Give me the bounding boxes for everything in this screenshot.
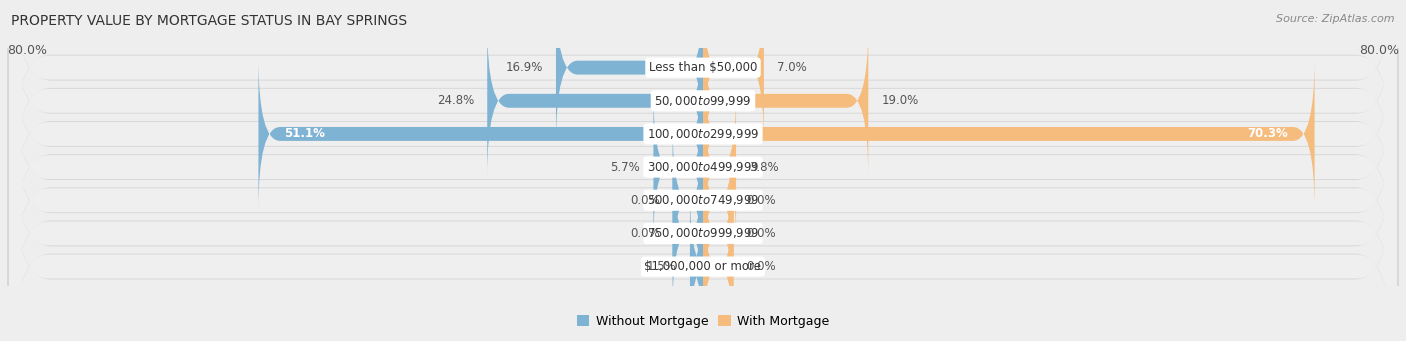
FancyBboxPatch shape <box>703 191 734 341</box>
FancyBboxPatch shape <box>8 63 1398 338</box>
Text: 70.3%: 70.3% <box>1247 128 1288 140</box>
Text: $500,000 to $749,999: $500,000 to $749,999 <box>647 193 759 207</box>
Text: 16.9%: 16.9% <box>506 61 543 74</box>
FancyBboxPatch shape <box>703 91 737 243</box>
FancyBboxPatch shape <box>703 25 869 177</box>
Text: PROPERTY VALUE BY MORTGAGE STATUS IN BAY SPRINGS: PROPERTY VALUE BY MORTGAGE STATUS IN BAY… <box>11 14 408 28</box>
FancyBboxPatch shape <box>703 158 734 309</box>
Text: $100,000 to $299,999: $100,000 to $299,999 <box>647 127 759 141</box>
Text: 24.8%: 24.8% <box>437 94 474 107</box>
Text: 0.0%: 0.0% <box>630 227 659 240</box>
Text: $300,000 to $499,999: $300,000 to $499,999 <box>647 160 759 174</box>
Text: 7.0%: 7.0% <box>778 61 807 74</box>
FancyBboxPatch shape <box>8 96 1398 341</box>
Text: 0.0%: 0.0% <box>747 227 776 240</box>
Text: 1.5%: 1.5% <box>647 260 676 273</box>
FancyBboxPatch shape <box>488 25 703 177</box>
Text: Source: ZipAtlas.com: Source: ZipAtlas.com <box>1277 14 1395 24</box>
FancyBboxPatch shape <box>7 80 1399 341</box>
FancyBboxPatch shape <box>7 0 1399 287</box>
Text: 0.0%: 0.0% <box>747 194 776 207</box>
FancyBboxPatch shape <box>672 124 703 276</box>
Legend: Without Mortgage, With Mortgage: Without Mortgage, With Mortgage <box>572 310 834 333</box>
FancyBboxPatch shape <box>555 0 703 144</box>
Text: $50,000 to $99,999: $50,000 to $99,999 <box>654 94 752 108</box>
FancyBboxPatch shape <box>7 14 1399 320</box>
FancyBboxPatch shape <box>8 0 1398 205</box>
FancyBboxPatch shape <box>8 0 1398 271</box>
FancyBboxPatch shape <box>7 114 1399 341</box>
Text: 51.1%: 51.1% <box>284 128 325 140</box>
FancyBboxPatch shape <box>703 58 1315 210</box>
FancyBboxPatch shape <box>8 30 1398 304</box>
Text: $750,000 to $999,999: $750,000 to $999,999 <box>647 226 759 240</box>
Text: 0.0%: 0.0% <box>747 260 776 273</box>
FancyBboxPatch shape <box>8 0 1398 238</box>
Text: 80.0%: 80.0% <box>1360 44 1399 57</box>
FancyBboxPatch shape <box>672 158 703 309</box>
Text: 3.8%: 3.8% <box>749 161 779 174</box>
Text: 5.7%: 5.7% <box>610 161 640 174</box>
FancyBboxPatch shape <box>682 191 711 341</box>
FancyBboxPatch shape <box>703 124 734 276</box>
Text: Less than $50,000: Less than $50,000 <box>648 61 758 74</box>
FancyBboxPatch shape <box>703 0 763 144</box>
FancyBboxPatch shape <box>8 129 1398 341</box>
FancyBboxPatch shape <box>654 91 703 243</box>
Text: 80.0%: 80.0% <box>7 44 46 57</box>
Text: 0.0%: 0.0% <box>630 194 659 207</box>
Text: $1,000,000 or more: $1,000,000 or more <box>644 260 762 273</box>
FancyBboxPatch shape <box>259 58 703 210</box>
FancyBboxPatch shape <box>7 47 1399 341</box>
FancyBboxPatch shape <box>7 0 1399 254</box>
FancyBboxPatch shape <box>7 0 1399 221</box>
Text: 19.0%: 19.0% <box>882 94 918 107</box>
